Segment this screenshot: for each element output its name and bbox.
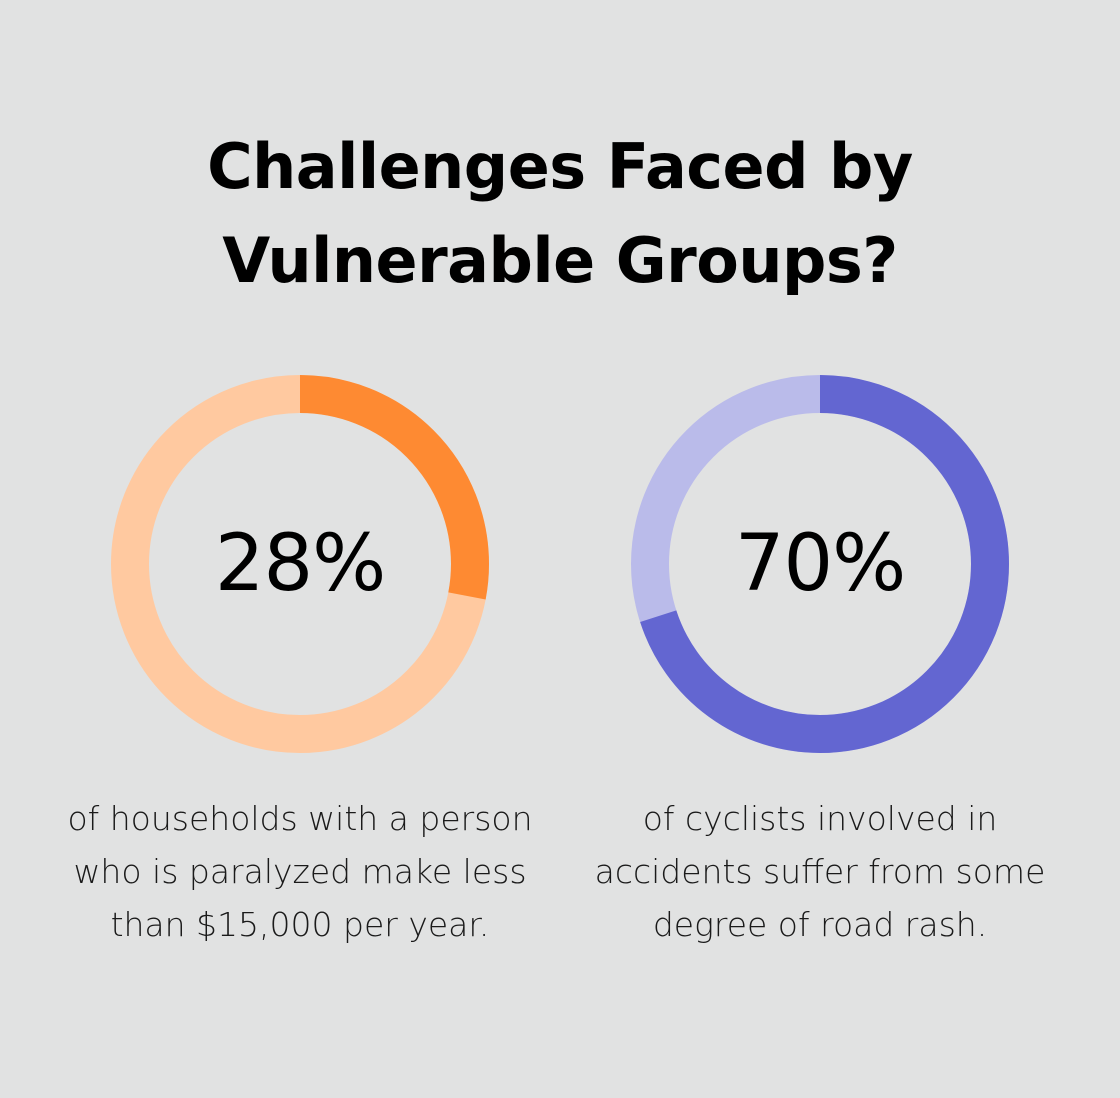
donut-value-arc-cyclists [631, 375, 1009, 753]
donut-description-cyclists: of cyclists involved in accidents suffer… [594, 799, 1046, 944]
donut-svg-cyclists [631, 375, 1009, 753]
donut-description-households: of households with a person who is paral… [67, 799, 533, 944]
infographic-title: Challenges Faced by Vulnerable Groups? [207, 130, 913, 297]
donut-svg-households [111, 375, 489, 753]
donut-chart-cyclists: 70% [631, 375, 1009, 753]
donut-percentage-households: 28% [214, 519, 386, 609]
donut-percentage-cyclists: 70% [734, 519, 906, 609]
donut-chart-households: 28% [111, 375, 489, 753]
donut-value-arc-households [111, 375, 489, 753]
